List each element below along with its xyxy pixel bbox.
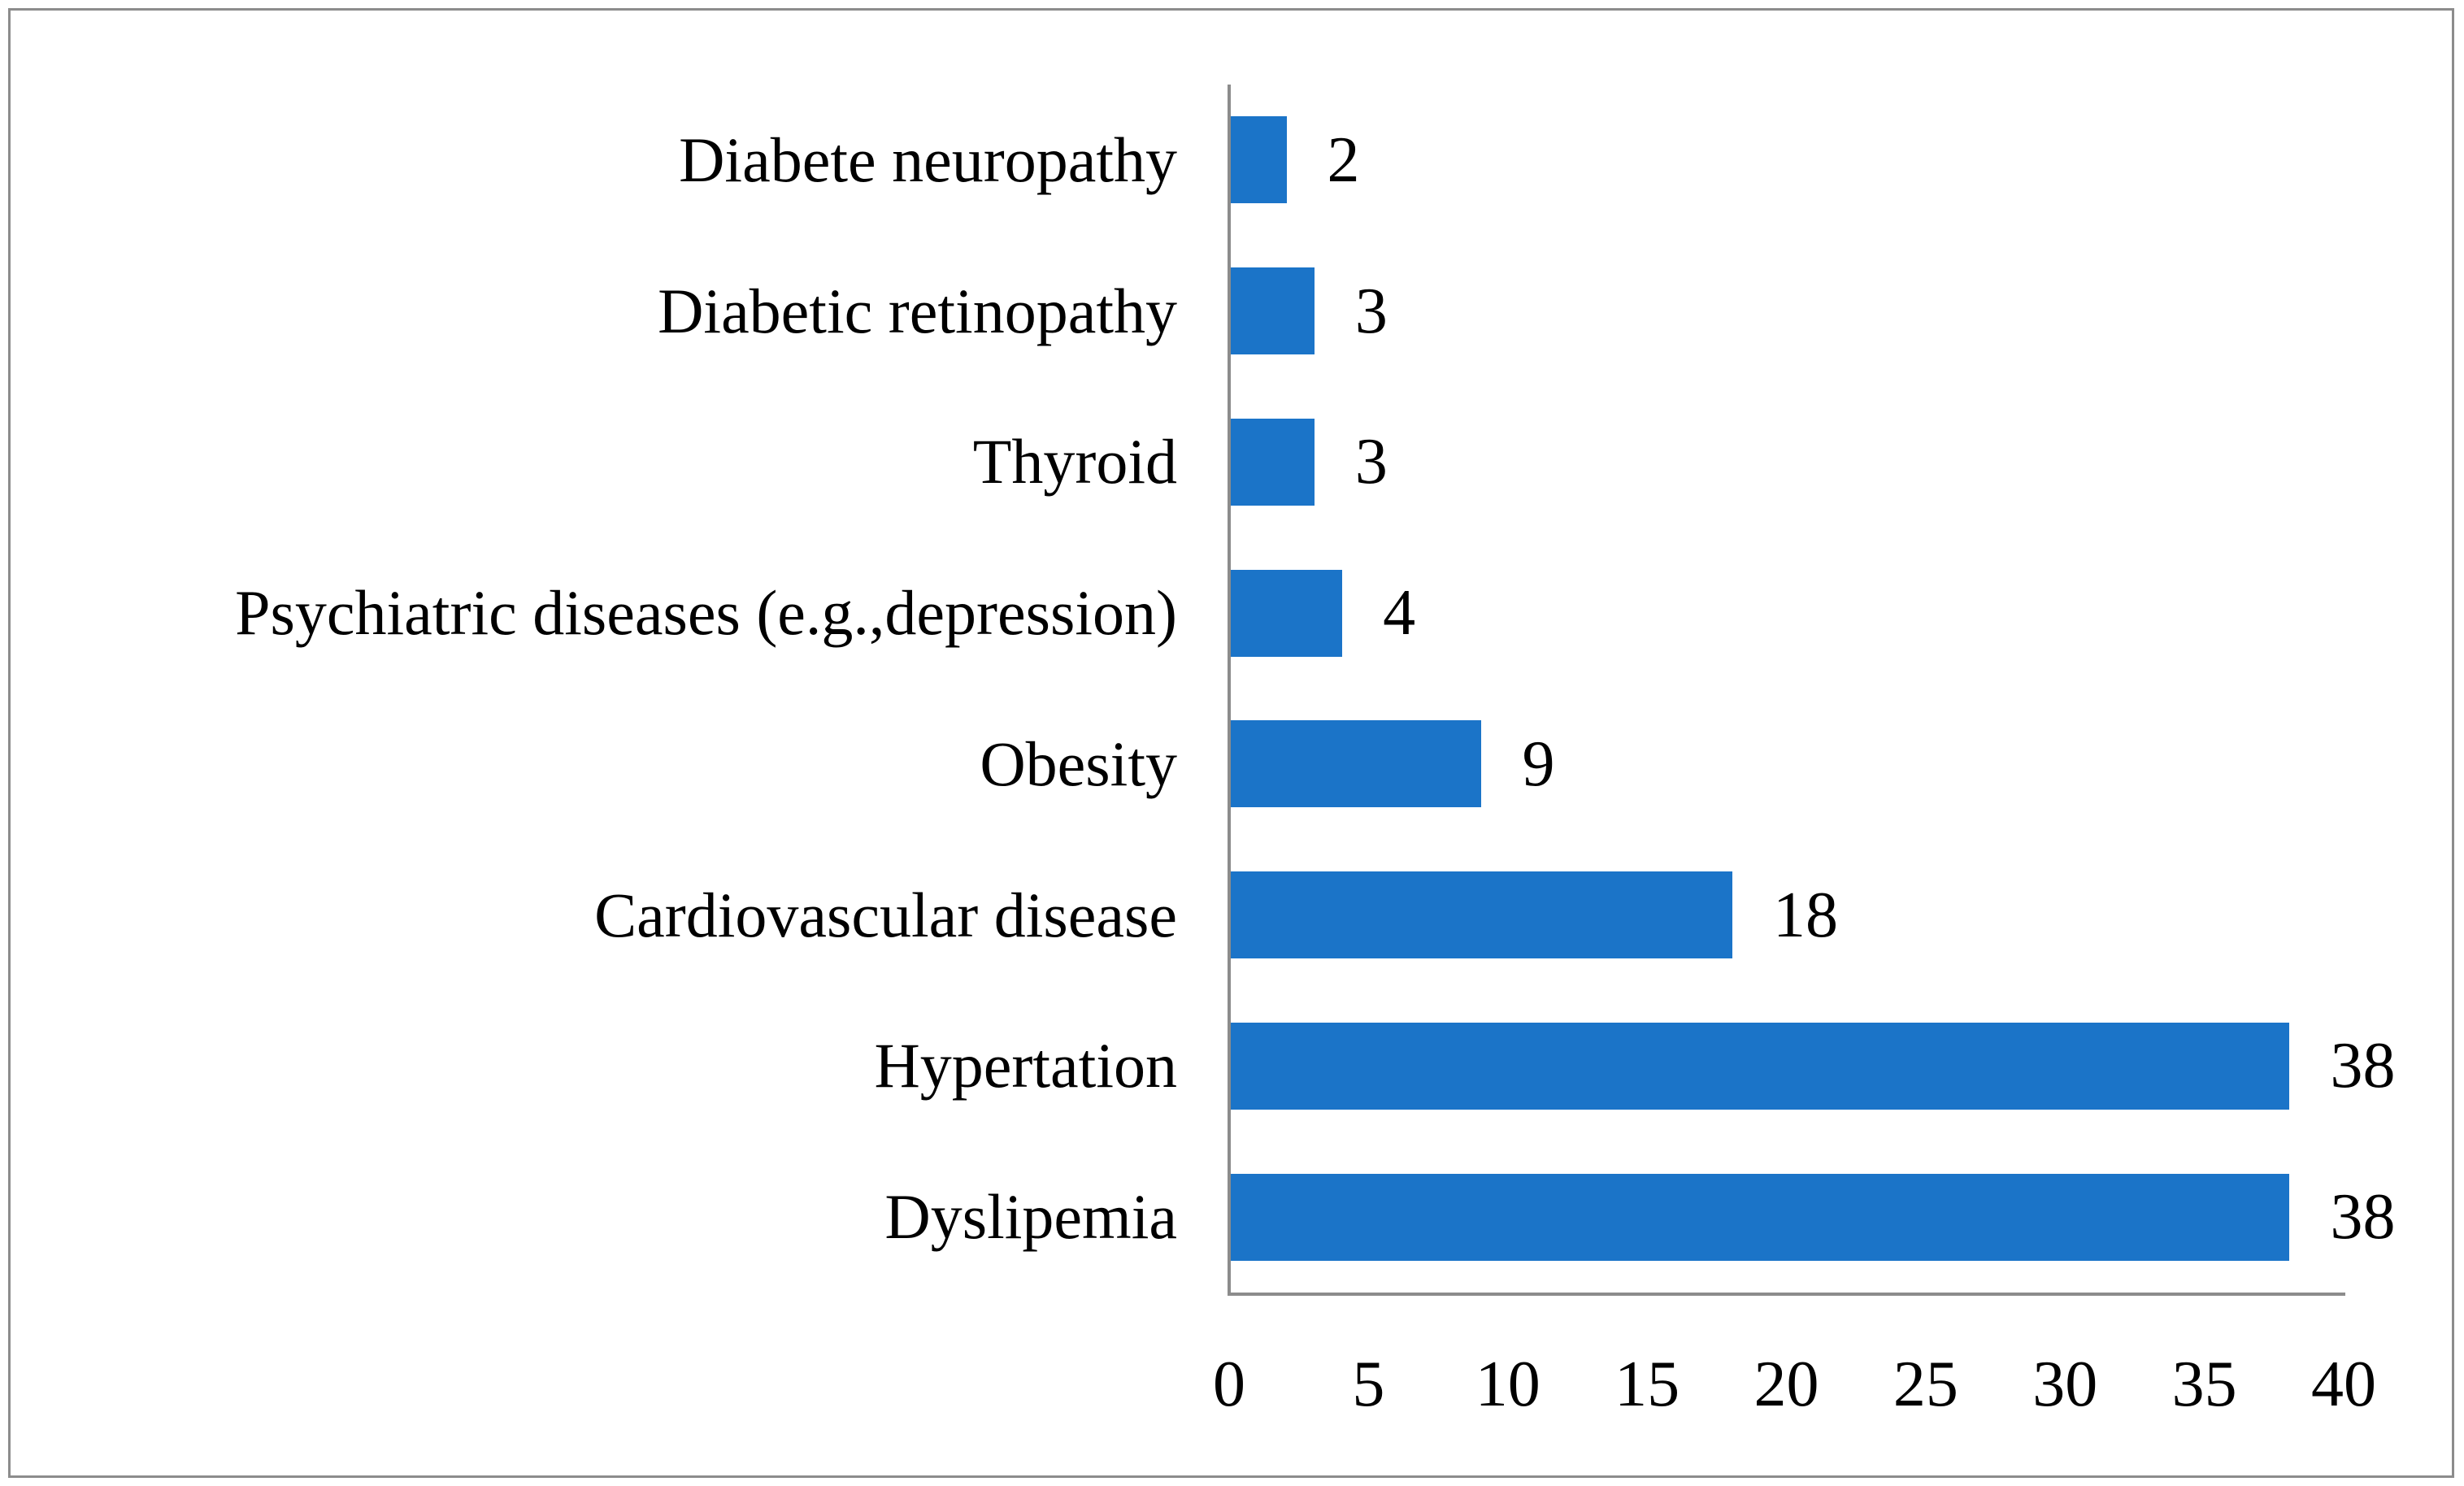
x-axis-tick-labels: 0 5 10 15 20 25 30 35 40 [0,1340,2464,1429]
x-tick-label: 30 [2032,1349,2098,1420]
x-tick-label: 20 [1753,1349,1819,1420]
bar-track: 9 [1231,689,2345,840]
bar-row: Cardiovascular disease 18 [0,840,2345,991]
bar-track: 38 [1231,991,2395,1142]
plot-area [1228,85,2345,1296]
category-label: Cardiovascular disease [594,879,1177,950]
category-label: Hypertation [874,1030,1177,1101]
bar-row: Hypertation 38 [0,991,2395,1142]
bar-row: Psychiatric diseases (e.g.,depression) 4 [0,537,2345,689]
bar-track: 38 [1231,1141,2395,1293]
bar-track: 18 [1231,840,2345,991]
x-tick-label: 5 [1352,1349,1385,1420]
value-label: 9 [1522,728,1555,800]
category-label: Psychiatric diseases (e.g.,depression) [235,577,1177,649]
value-label: 3 [1354,426,1388,498]
x-tick-label: 0 [1213,1349,1245,1420]
bar-track: 3 [1231,236,2345,387]
bar [1231,1022,2290,1110]
category-label: Dyslipemia [884,1181,1177,1253]
category-label: Thyroid [972,426,1177,498]
bar [1231,418,1315,506]
x-tick-label: 40 [2311,1349,2376,1420]
bar [1231,1173,2290,1261]
value-label: 2 [1327,124,1360,196]
bar-track: 4 [1231,537,2345,689]
value-label: 3 [1354,275,1388,347]
bar [1231,569,1343,657]
bar [1231,720,1482,808]
x-tick-label: 25 [1893,1349,1958,1420]
category-label: Diabetic retinopathy [658,275,1177,346]
value-label: 18 [1772,879,1838,951]
bar-row: Thyroid 3 [0,387,2345,538]
x-tick-label: 10 [1475,1349,1541,1420]
bar-row: Dyslipemia 38 [0,1141,2395,1293]
bar [1231,267,1315,355]
bar [1231,871,1732,959]
value-label: 4 [1383,577,1416,650]
category-label: Diabete neuropathy [679,124,1177,195]
bar-row: Diabete neuropathy 2 [0,85,2345,236]
bar-track: 2 [1231,85,2345,236]
bar-track: 3 [1231,387,2345,538]
bar [1231,116,1287,204]
bar-row: Obesity 9 [0,689,2345,840]
bar-row: Diabetic retinopathy 3 [0,236,2345,387]
value-label: 38 [2330,1030,2396,1102]
bar-rows: Diabete neuropathy 2 Diabetic retinopathy 3… [0,85,2395,1293]
x-tick-label: 35 [2171,1349,2237,1420]
value-label: 38 [2330,1181,2396,1254]
x-tick-label: 15 [1614,1349,1680,1420]
category-label: Obesity [980,728,1177,799]
